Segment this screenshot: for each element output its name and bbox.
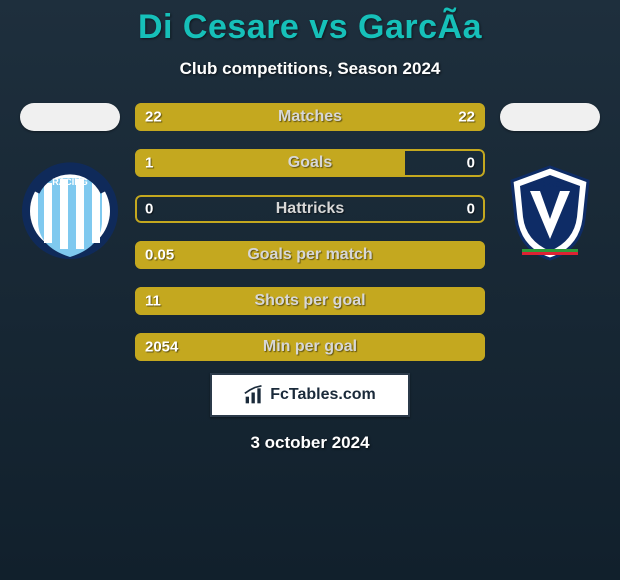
stat-label: Goals (135, 154, 485, 172)
player-left-col: RACING (15, 103, 125, 261)
chart-icon (244, 385, 264, 405)
brand-logo[interactable]: FcTables.com (210, 373, 410, 417)
player-right-chip (500, 103, 600, 131)
player-right-col: CAVS (495, 103, 605, 261)
stat-label: Matches (135, 108, 485, 126)
stat-row: Goals1 0 (135, 149, 485, 177)
team-badge-left: RACING (20, 161, 120, 261)
stat-value-left: 1 (145, 155, 153, 172)
stat-value-right: 22 (458, 109, 475, 126)
stat-label: Shots per goal (135, 292, 485, 310)
stat-label: Min per goal (135, 338, 485, 356)
stat-value-left: 11 (145, 293, 161, 310)
stat-value-left: 2054 (145, 339, 178, 356)
stat-row: Shots per goal11 (135, 287, 485, 315)
stats-bars: Matches2222Goals10Hattricks00Goals per m… (135, 103, 485, 361)
stat-row: Goals per match0.05 (135, 241, 485, 269)
stat-value-left: 0.05 (145, 247, 174, 264)
player-left-chip (20, 103, 120, 131)
velez-crest-icon: CAVS (500, 161, 600, 261)
stat-value-right: 0 (467, 201, 475, 218)
date-label: 3 october 2024 (250, 433, 369, 453)
svg-text:RACING: RACING (52, 177, 88, 187)
main-row: RACING Matches2222Goals10Hattricks00Goal… (0, 103, 620, 361)
comparison-card: Di Cesare vs GarcÃ­a Club competitions, … (0, 0, 620, 580)
stat-value-left: 22 (145, 109, 162, 126)
stat-row: Min per goal2054 (135, 333, 485, 361)
racing-crest-icon: RACING (20, 161, 120, 261)
stat-label: Goals per match (135, 246, 485, 264)
team-badge-right: CAVS (500, 161, 600, 261)
stat-value-right: 0 (467, 155, 475, 172)
stat-row: Hattricks0 0 (135, 195, 485, 223)
stat-value-left: 0 (145, 201, 153, 218)
stat-row: Matches22 22 (135, 103, 485, 131)
page-title: Di Cesare vs GarcÃ­a (138, 8, 482, 47)
brand-text: FcTables.com (270, 386, 376, 404)
subtitle: Club competitions, Season 2024 (180, 59, 441, 79)
svg-text:CAVS: CAVS (539, 180, 561, 189)
stat-label: Hattricks (135, 200, 485, 218)
